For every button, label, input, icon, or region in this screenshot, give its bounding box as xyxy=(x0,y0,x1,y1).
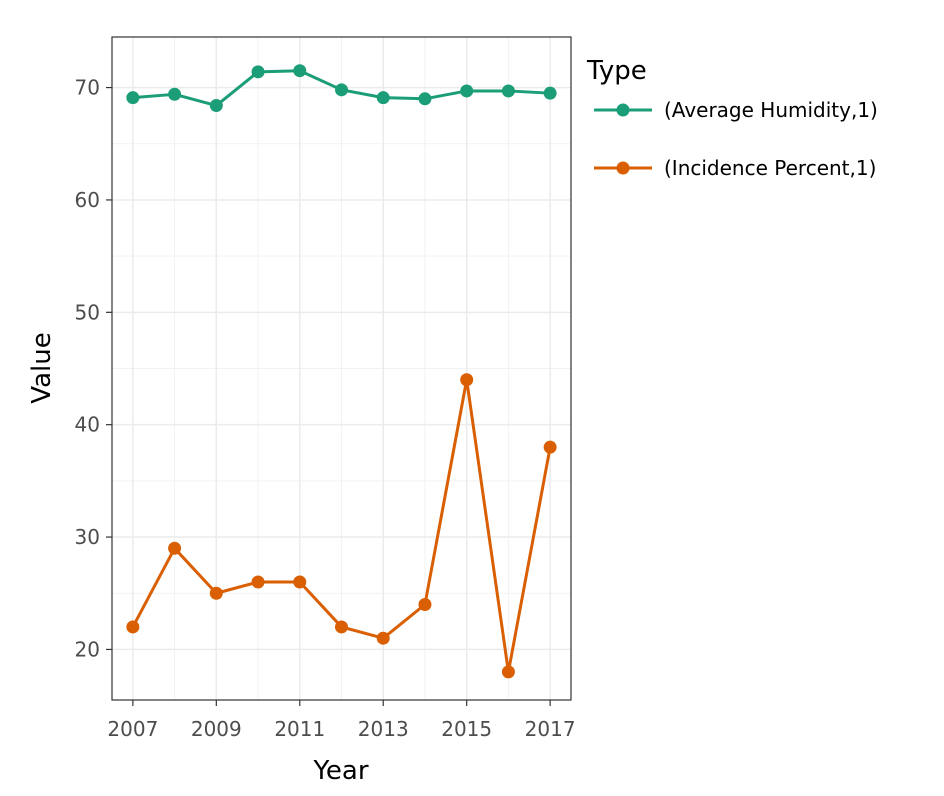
data-point xyxy=(168,541,182,555)
data-point xyxy=(501,665,515,679)
data-point xyxy=(209,99,223,113)
series-0 xyxy=(126,64,557,113)
data-point xyxy=(376,91,390,105)
legend-label: (Incidence Percent,1) xyxy=(664,156,876,180)
data-point xyxy=(376,631,390,645)
data-point xyxy=(418,597,432,611)
x-tick-label: 2011 xyxy=(274,717,325,741)
y-tick-label: 40 xyxy=(75,413,100,437)
data-point xyxy=(335,620,348,634)
legend-key-point xyxy=(616,161,630,175)
series-layer xyxy=(126,64,557,679)
data-point xyxy=(293,64,307,78)
y-tick-label: 30 xyxy=(75,525,100,549)
data-point xyxy=(460,84,474,98)
legend-title: Type xyxy=(586,56,647,86)
legend-item: (Average Humidity,1) xyxy=(594,98,878,122)
legend-key-point xyxy=(616,103,630,117)
y-tick-label: 70 xyxy=(75,76,100,100)
data-point xyxy=(543,86,557,100)
legend-item: (Incidence Percent,1) xyxy=(594,156,876,180)
data-point xyxy=(501,84,515,98)
series-1 xyxy=(126,373,557,679)
data-point xyxy=(209,586,223,600)
data-point xyxy=(460,373,474,387)
data-point xyxy=(126,620,140,634)
x-tick-label: 2013 xyxy=(358,717,409,741)
data-point xyxy=(168,87,182,101)
y-axis-title: Value xyxy=(27,332,57,403)
data-point xyxy=(251,65,265,79)
y-tick-label: 20 xyxy=(75,637,100,661)
y-tick-label: 60 xyxy=(75,188,100,212)
x-axis-title: Year xyxy=(312,756,368,786)
x-tick-label: 2015 xyxy=(441,717,492,741)
legend-label: (Average Humidity,1) xyxy=(664,98,878,122)
y-tick-label: 50 xyxy=(75,300,100,324)
data-point xyxy=(335,83,348,97)
data-point xyxy=(126,91,140,105)
x-tick-label: 2009 xyxy=(191,717,242,741)
plot-border xyxy=(111,36,572,701)
data-point xyxy=(543,440,557,454)
data-point xyxy=(251,575,265,589)
data-point xyxy=(418,92,432,106)
axis-ticks: 2007 2009 2011 2013 2015 2017 20 30 40 50 60 70 xyxy=(75,76,576,741)
legend: Type (Average Humidity,1) (Incidence Perc… xyxy=(586,56,878,180)
x-tick-label: 2017 xyxy=(525,717,576,741)
data-point xyxy=(293,575,307,589)
x-tick-label: 2007 xyxy=(107,717,158,741)
